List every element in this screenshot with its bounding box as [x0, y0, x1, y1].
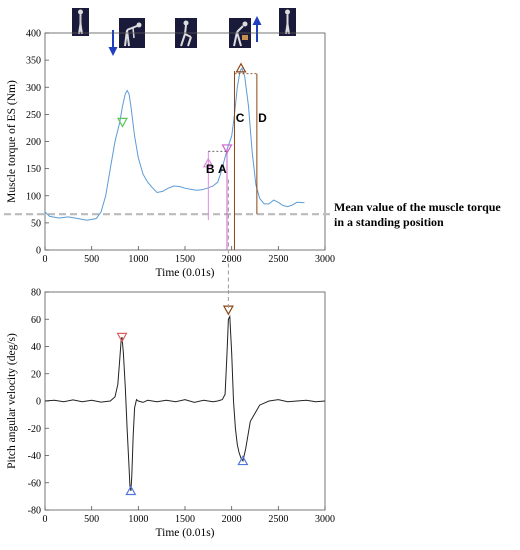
torque-y-tick-label-2: 100: [26, 191, 41, 202]
velocity-y-axis-label: Pitch angular velocity (deg/s): [6, 333, 18, 469]
posture-icons: [72, 8, 296, 56]
velocity-x-tick-label-4: 2000: [222, 514, 242, 525]
torque-series-line-0: [44, 67, 305, 221]
torque-y-tick-label-1: 50: [31, 218, 41, 229]
torque-y-tick-label-8: 400: [26, 29, 41, 40]
velocity-marker-1: [125, 485, 137, 496]
velocity-x-axis-label: Time (0.01s): [156, 527, 215, 539]
velocity-x-tick-label-1: 500: [84, 514, 99, 525]
torque-y-tick-label-4: 200: [26, 137, 41, 148]
velocity-y-tick-label-6: 40: [31, 342, 41, 353]
velocity-x-tick-label-2: 1000: [128, 514, 148, 525]
torque-annotation-3: D: [258, 111, 267, 125]
torque-y-tick-label-6: 300: [26, 83, 41, 94]
velocity-y-tick-label-0: -80: [28, 506, 41, 517]
velocity-marker-0: [116, 332, 128, 343]
velocity-y-tick-label-5: 20: [31, 369, 41, 380]
velocity-x-tick-label-3: 1500: [175, 514, 195, 525]
down-arrow-icon: [108, 30, 118, 56]
velocity-y-tick-label-2: -40: [28, 451, 41, 462]
velocity-marker-3: [237, 455, 249, 466]
chart-pitch-angular-velocity: 0 500 1000 1500 2000 2500 3000 -80 -60 -40 -20 0 20 4…: [6, 288, 335, 540]
velocity-x-tick-label-5: 2500: [268, 514, 288, 525]
torque-x-tick-label-1: 500: [84, 254, 99, 265]
velocity-y-tick-label-1: -60: [28, 478, 41, 489]
up-arrow-icon: [252, 16, 262, 42]
torque-annotation-2: C: [236, 111, 245, 125]
velocity-x-tick-label-6: 3000: [315, 514, 335, 525]
torque-marker-1: [221, 144, 233, 155]
torque-reference-label-line2: in a standing position: [334, 215, 444, 229]
torque-x-tick-label-0: 0: [43, 254, 48, 265]
velocity-x-tick-label-0: 0: [43, 514, 48, 525]
torque-plot-frame: [44, 32, 326, 251]
torque-x-tick-label-2: 1000: [128, 254, 148, 265]
torque-annotation-1: A: [218, 162, 227, 176]
torque-x-tick-label-6: 3000: [315, 254, 335, 265]
torque-x-tick-label-5: 2500: [268, 254, 288, 265]
torque-marker-3: [235, 62, 247, 73]
torque-y-tick-label-0: 0: [36, 246, 41, 257]
torque-y-tick-label-3: 150: [26, 164, 41, 175]
chart-muscle-torque: 0 500 1000 1500 2000 2500 3000 0 50 100 150 200 250 3…: [4, 29, 501, 290]
velocity-y-tick-label-3: -20: [28, 424, 41, 435]
velocity-y-tick-label-7: 60: [31, 315, 41, 326]
velocity-y-tick-label-8: 80: [31, 288, 41, 299]
torque-reference-label-line1: Mean value of the muscle torque: [334, 200, 501, 214]
posture-standing-icon: [72, 8, 89, 36]
torque-x-tick-label-4: 2000: [222, 254, 242, 265]
torque-marker-0: [116, 117, 128, 128]
posture-standing-end-icon: [279, 8, 296, 36]
velocity-y-tick-label-4: 0: [36, 397, 41, 408]
torque-x-tick-label-3: 1500: [175, 254, 195, 265]
torque-y-tick-label-5: 250: [26, 110, 41, 121]
torque-x-axis-label: Time (0.01s): [156, 267, 215, 279]
torque-y-axis-label: Muscle torque of ES (Nm): [6, 80, 18, 203]
velocity-series-line-0: [44, 314, 326, 491]
torque-annotation-0: B: [206, 162, 215, 176]
torque-y-tick-label-7: 350: [26, 56, 41, 67]
